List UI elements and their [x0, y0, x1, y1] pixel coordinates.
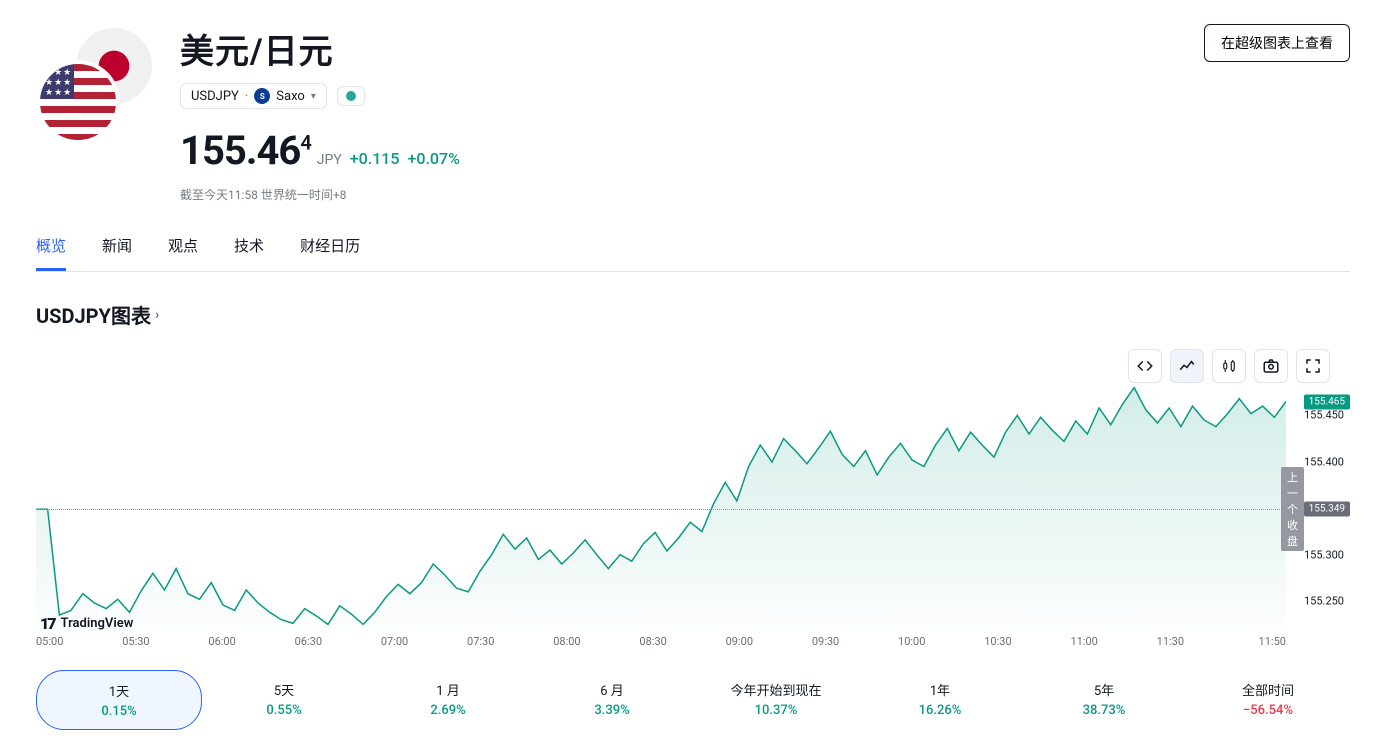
chart-section: USDJPY图表› — [36, 300, 1350, 750]
tab-观点[interactable]: 观点 — [168, 225, 198, 271]
tab-概览[interactable]: 概览 — [36, 225, 66, 271]
prev-close-line — [36, 509, 1286, 510]
period-label: 6 月 — [534, 680, 690, 699]
tradingview-logo: 17 TradingView — [40, 614, 133, 633]
x-axis-tick: 08:30 — [639, 635, 725, 648]
period-value: 0.15% — [41, 704, 197, 719]
price-fraction: 4 — [300, 131, 310, 155]
period-value: 0.55% — [206, 703, 362, 718]
period-label: 1天 — [41, 681, 197, 700]
period-value: −56.54% — [1190, 703, 1346, 718]
period-value: 16.26% — [862, 703, 1018, 718]
x-axis-tick: 08:00 — [553, 635, 639, 648]
period-label: 今年开始到现在 — [698, 680, 854, 699]
prev-close-badge: 155.349 — [1304, 502, 1350, 517]
x-axis-tick: 10:30 — [984, 635, 1070, 648]
chart-plot-area[interactable]: 17 TradingView — [36, 369, 1286, 629]
x-axis-tick: 11:00 — [1070, 635, 1156, 648]
y-axis-tick: 155.400 — [1304, 455, 1344, 468]
header-left: ★★★ ★★★ ★★★ 美元/日元 USDJPY · S Saxo ▾ — [36, 24, 460, 203]
chart-x-axis: 05:0005:3006:0006:3007:0007:3008:0008:30… — [36, 635, 1350, 648]
chart-wrap: 17 TradingView 155.450155.400155.300155.… — [36, 349, 1350, 750]
chart-body: 17 TradingView 155.450155.400155.300155.… — [36, 349, 1350, 629]
price-currency: JPY — [317, 152, 342, 168]
x-axis-tick: 10:00 — [898, 635, 984, 648]
usa-flag-icon: ★★★ ★★★ ★★★ — [36, 60, 120, 144]
period-value: 10.37% — [698, 703, 854, 718]
x-axis-tick: 06:30 — [295, 635, 381, 648]
period-value: 2.69% — [370, 703, 526, 718]
chart-toolbar — [1128, 349, 1330, 383]
y-axis-tick: 155.450 — [1304, 409, 1344, 422]
tv-logo-icon: 17 — [40, 614, 55, 633]
period-value: 38.73% — [1026, 703, 1182, 718]
period-label: 5天 — [206, 680, 362, 699]
prev-close-label: 上一个收盘 — [1281, 467, 1304, 551]
tab-技术[interactable]: 技术 — [234, 225, 264, 271]
period-label: 1 月 — [370, 680, 526, 699]
period-全部时间[interactable]: 全部时间 −56.54% — [1186, 670, 1350, 730]
period-label: 1年 — [862, 680, 1018, 699]
separator: · — [245, 89, 248, 104]
candlestick-button[interactable] — [1212, 349, 1246, 383]
x-axis-tick: 11:50 — [1243, 635, 1286, 648]
x-axis-tick: 06:00 — [208, 635, 294, 648]
period-6 月[interactable]: 6 月 3.39% — [530, 670, 694, 730]
tab-财经日历[interactable]: 财经日历 — [300, 225, 360, 271]
price-main: 155.464 — [180, 127, 311, 174]
x-axis-tick: 05:30 — [122, 635, 208, 648]
y-axis-tick: 155.250 — [1304, 595, 1344, 608]
chevron-down-icon: ▾ — [311, 91, 316, 102]
x-axis-tick: 09:00 — [726, 635, 812, 648]
chart-y-axis: 155.450 155.400 155.300 155.250 155.465 155.3… — [1286, 369, 1350, 629]
symbol-code: USDJPY — [191, 89, 239, 104]
period-1 月[interactable]: 1 月 2.69% — [366, 670, 530, 730]
symbol-selector[interactable]: USDJPY · S Saxo ▾ — [180, 83, 327, 109]
section-tabs: 概览新闻观点技术财经日历 — [36, 225, 1350, 272]
x-axis-tick: 07:30 — [467, 635, 553, 648]
page-container: ★★★ ★★★ ★★★ 美元/日元 USDJPY · S Saxo ▾ — [0, 0, 1386, 750]
period-value: 3.39% — [534, 703, 690, 718]
status-dot-icon — [346, 91, 356, 101]
currency-flag-pair: ★★★ ★★★ ★★★ — [36, 24, 156, 144]
snapshot-button[interactable] — [1254, 349, 1288, 383]
y-axis-tick: 155.300 — [1304, 548, 1344, 561]
market-status-pill[interactable] — [337, 86, 365, 106]
period-1年[interactable]: 1年 16.26% — [858, 670, 1022, 730]
period-5天[interactable]: 5天 0.55% — [202, 670, 366, 730]
embed-button[interactable] — [1128, 349, 1162, 383]
pair-title: 美元/日元 — [180, 24, 460, 73]
x-axis-tick: 09:30 — [812, 635, 898, 648]
period-今年开始到现在[interactable]: 今年开始到现在 10.37% — [694, 670, 858, 730]
quote-timestamp: 截至今天11:58 世界统一时间+8 — [180, 186, 460, 203]
period-5年[interactable]: 5年 38.73% — [1022, 670, 1186, 730]
period-label: 全部时间 — [1190, 680, 1346, 699]
chevron-right-icon: › — [155, 307, 159, 323]
broker-name: Saxo — [276, 89, 305, 104]
x-axis-tick: 07:00 — [381, 635, 467, 648]
chart-title[interactable]: USDJPY图表› — [36, 300, 1350, 329]
x-axis-tick: 05:00 — [36, 635, 122, 648]
price-change-pct: +0.07% — [407, 149, 459, 168]
x-axis-tick: 11:30 — [1157, 635, 1243, 648]
period-selector: 1天 0.15% 5天 0.55% 1 月 2.69% 6 月 3.39% 今年开始到现在 10.… — [36, 670, 1350, 750]
tab-新闻[interactable]: 新闻 — [102, 225, 132, 271]
area-chart-button[interactable] — [1170, 349, 1204, 383]
price-change-abs: +0.115 — [350, 149, 400, 168]
price-row: 155.464 JPY +0.115 +0.07% — [180, 127, 460, 174]
period-1天[interactable]: 1天 0.15% — [36, 670, 202, 730]
symbol-row: USDJPY · S Saxo ▾ — [180, 83, 460, 109]
period-label: 5年 — [1026, 680, 1182, 699]
super-chart-button[interactable]: 在超级图表上查看 — [1204, 24, 1350, 62]
current-value-badge: 155.465 — [1304, 394, 1350, 409]
fullscreen-button[interactable] — [1296, 349, 1330, 383]
broker-icon: S — [254, 88, 270, 104]
header-row: ★★★ ★★★ ★★★ 美元/日元 USDJPY · S Saxo ▾ — [36, 24, 1350, 203]
title-block: 美元/日元 USDJPY · S Saxo ▾ 155.464 — [180, 24, 460, 203]
